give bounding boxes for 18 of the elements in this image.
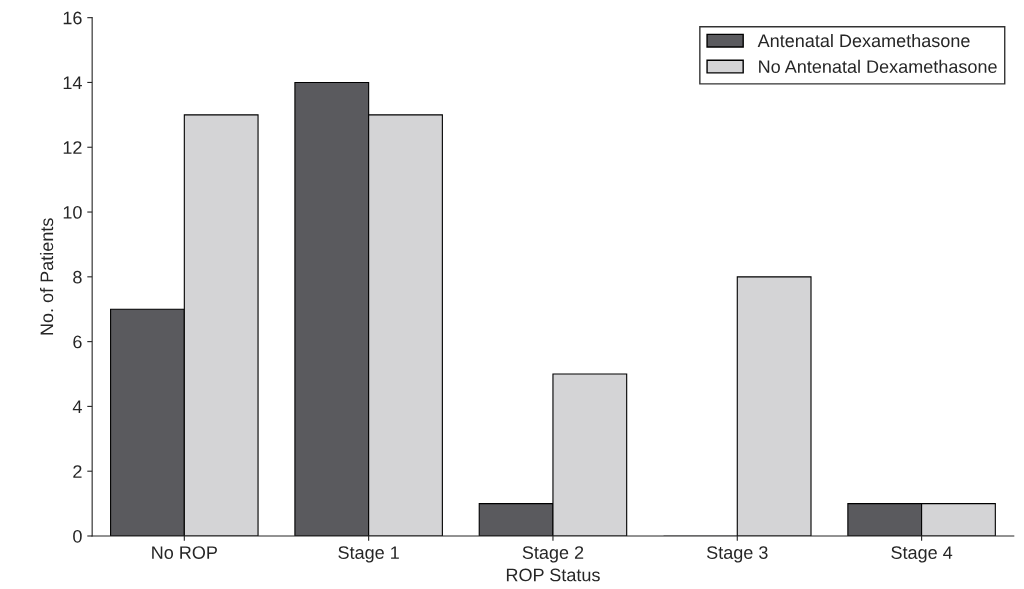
x-tick-label: Stage 3 (706, 546, 768, 563)
x-tick-label: Stage 2 (522, 546, 584, 563)
y-tick-label: 4 (72, 400, 82, 413)
y-tick-label: 14 (63, 76, 82, 89)
x-tick-label: Stage 4 (891, 546, 953, 563)
x-axis-title: ROP Status (506, 568, 600, 582)
y-tick-label: 0 (73, 529, 82, 543)
y-axis-title: No. of Patients (39, 218, 54, 335)
legend-label: No Antenatal Dexamethasone (759, 59, 997, 74)
legend-label: Antenatal Dexamethasone (757, 33, 970, 48)
y-tick-label: 10 (63, 205, 82, 219)
y-tick-label: 8 (73, 270, 82, 284)
y-tick-label: 12 (63, 141, 82, 154)
x-tick-label: Stage 1 (338, 546, 399, 563)
y-tick-label: 16 (63, 11, 82, 25)
y-tick-label: 6 (73, 335, 82, 349)
x-tick-label: No ROP (152, 546, 217, 559)
y-tick-label: 2 (73, 465, 82, 478)
